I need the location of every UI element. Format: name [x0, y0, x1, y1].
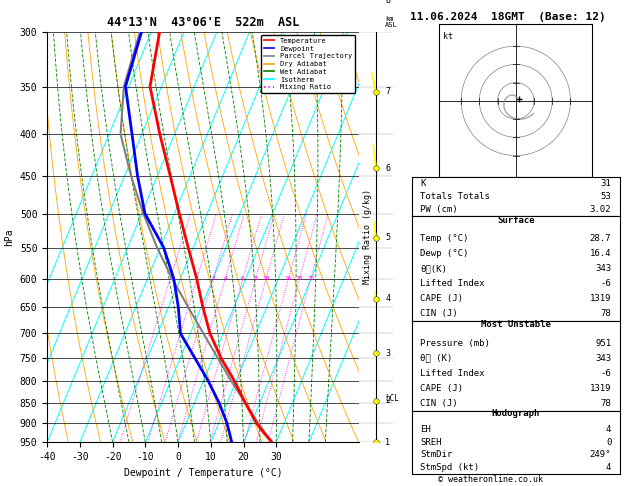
- Text: 4: 4: [223, 276, 227, 281]
- Text: 249°: 249°: [590, 451, 611, 459]
- Text: K: K: [420, 179, 426, 189]
- Text: θᴇ(K): θᴇ(K): [420, 264, 447, 273]
- Text: -6: -6: [601, 369, 611, 378]
- Text: 5: 5: [386, 233, 391, 242]
- Text: Surface: Surface: [497, 215, 535, 225]
- Text: StmDir: StmDir: [420, 451, 452, 459]
- Text: 25: 25: [307, 276, 314, 281]
- Text: 20: 20: [296, 276, 303, 281]
- Text: 4: 4: [606, 463, 611, 472]
- Text: 1: 1: [386, 438, 391, 447]
- Text: LCL: LCL: [386, 394, 399, 403]
- Text: 1319: 1319: [590, 294, 611, 303]
- Text: StmSpd (kt): StmSpd (kt): [420, 463, 479, 472]
- Text: CAPE (J): CAPE (J): [420, 383, 464, 393]
- Text: 3: 3: [386, 349, 391, 358]
- Text: 1: 1: [169, 276, 172, 281]
- Text: kt: kt: [443, 32, 453, 41]
- Text: 343: 343: [595, 354, 611, 363]
- Text: Pressure (mb): Pressure (mb): [420, 339, 490, 348]
- Text: Hodograph: Hodograph: [492, 409, 540, 418]
- Text: Dewp (°C): Dewp (°C): [420, 249, 469, 258]
- Text: θᴇ (K): θᴇ (K): [420, 354, 452, 363]
- Text: 6: 6: [386, 164, 391, 173]
- Text: Totals Totals: Totals Totals: [420, 192, 490, 201]
- Text: Lifted Index: Lifted Index: [420, 369, 485, 378]
- Text: 343: 343: [595, 264, 611, 273]
- Text: 951: 951: [595, 339, 611, 348]
- Text: CIN (J): CIN (J): [420, 399, 458, 408]
- Title: 44°13'N  43°06'E  522m  ASL: 44°13'N 43°06'E 522m ASL: [107, 16, 299, 29]
- X-axis label: Dewpoint / Temperature (°C): Dewpoint / Temperature (°C): [123, 468, 282, 478]
- Text: 3: 3: [211, 276, 215, 281]
- Text: Lifted Index: Lifted Index: [420, 279, 485, 288]
- Text: 78: 78: [601, 309, 611, 318]
- Text: 7: 7: [386, 87, 391, 96]
- Text: 11.06.2024  18GMT  (Base: 12): 11.06.2024 18GMT (Base: 12): [410, 12, 606, 22]
- Text: Most Unstable: Most Unstable: [481, 320, 551, 329]
- Legend: Temperature, Dewpoint, Parcel Trajectory, Dry Adiabat, Wet Adiabat, Isotherm, Mi: Temperature, Dewpoint, Parcel Trajectory…: [261, 35, 355, 93]
- Text: 53: 53: [601, 192, 611, 201]
- Text: 16.4: 16.4: [590, 249, 611, 258]
- Text: Mixing Ratio (g/kg): Mixing Ratio (g/kg): [363, 190, 372, 284]
- Text: 16: 16: [285, 276, 292, 281]
- Text: km
ASL: km ASL: [386, 16, 398, 28]
- Text: 6: 6: [241, 276, 245, 281]
- Text: 3.02: 3.02: [590, 205, 611, 214]
- Text: CAPE (J): CAPE (J): [420, 294, 464, 303]
- Text: 0: 0: [606, 438, 611, 447]
- Text: 8: 8: [386, 0, 391, 5]
- Y-axis label: hPa: hPa: [4, 228, 14, 246]
- Text: 28.7: 28.7: [590, 234, 611, 243]
- Text: 31: 31: [601, 179, 611, 189]
- Text: 4: 4: [606, 425, 611, 434]
- Text: 2: 2: [386, 396, 391, 405]
- Text: © weatheronline.co.uk: © weatheronline.co.uk: [438, 474, 543, 484]
- Text: CIN (J): CIN (J): [420, 309, 458, 318]
- Text: 10: 10: [262, 276, 270, 281]
- Text: 8: 8: [254, 276, 258, 281]
- Text: 4: 4: [386, 294, 391, 303]
- Text: 1319: 1319: [590, 383, 611, 393]
- Text: Temp (°C): Temp (°C): [420, 234, 469, 243]
- Text: 2: 2: [195, 276, 199, 281]
- Text: 78: 78: [601, 399, 611, 408]
- Text: SREH: SREH: [420, 438, 442, 447]
- Text: -6: -6: [601, 279, 611, 288]
- Text: EH: EH: [420, 425, 431, 434]
- Text: PW (cm): PW (cm): [420, 205, 458, 214]
